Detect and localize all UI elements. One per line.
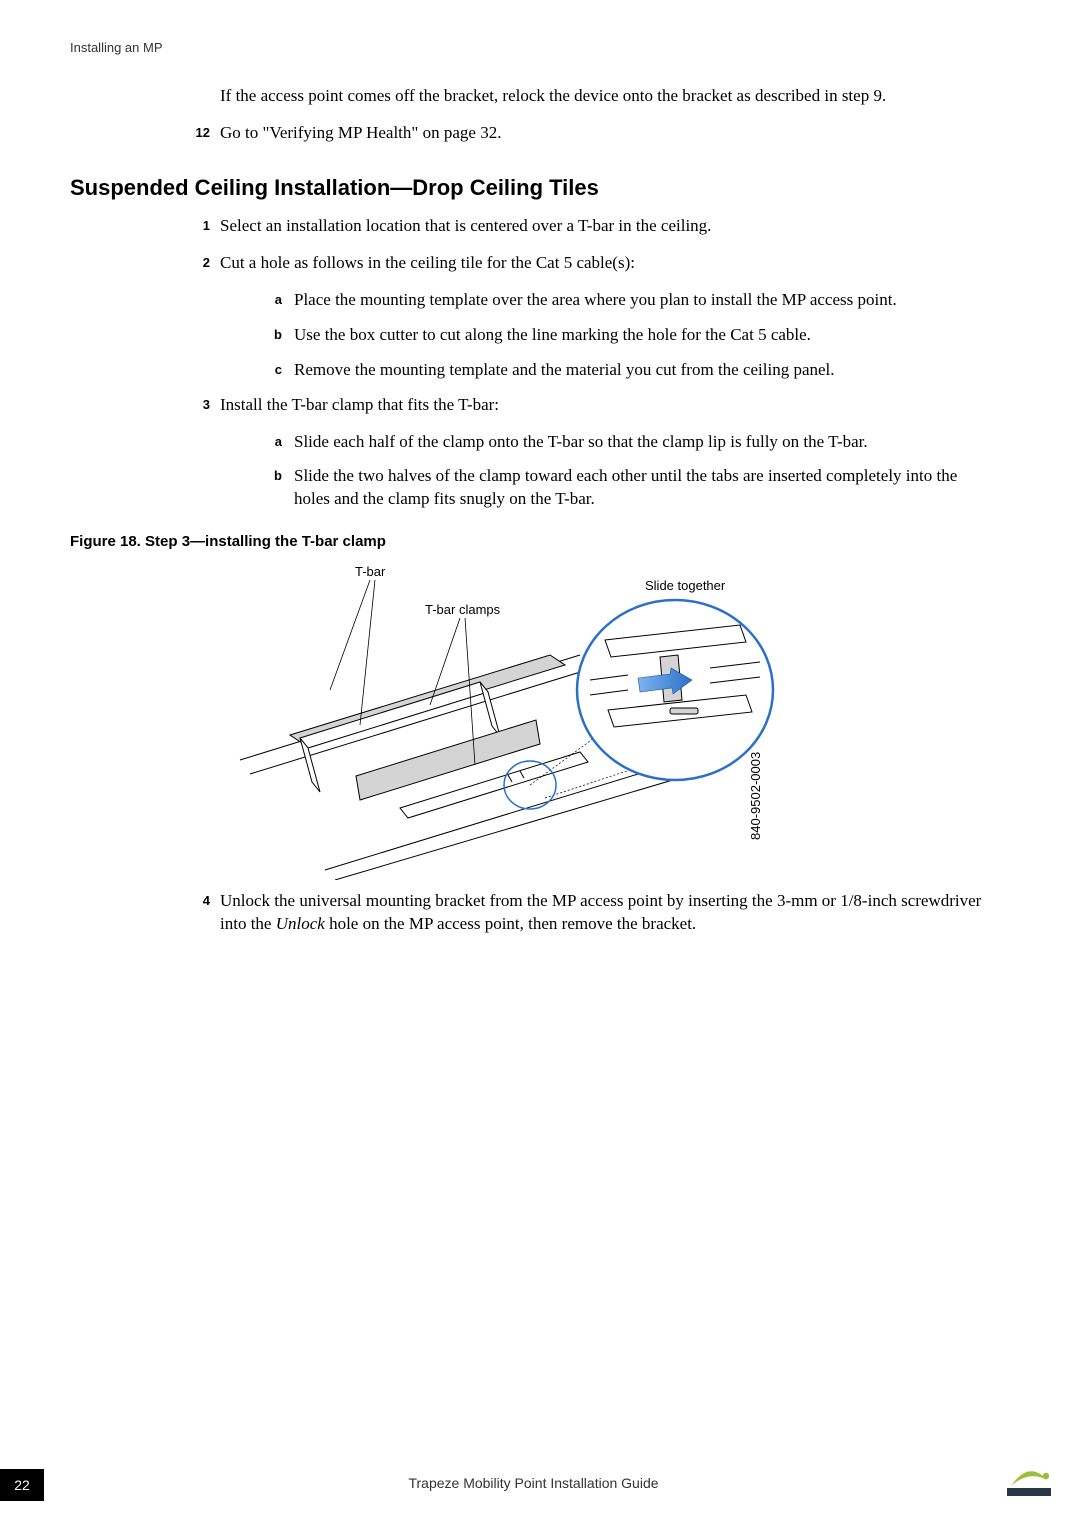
step-3b: b Slide the two halves of the clamp towa… [258, 465, 997, 511]
step-letter: b [258, 465, 294, 511]
section-heading: Suspended Ceiling Installation—Drop Ceil… [70, 175, 997, 201]
step-letter: c [258, 359, 294, 382]
figure-18: T-bar T-bar clamps Slide together 840-95… [230, 560, 870, 880]
step-1: 1 Select an installation location that i… [180, 215, 997, 238]
step-4: 4 Unlock the universal mounting bracket … [180, 890, 997, 936]
step-3: 3 Install the T-bar clamp that fits the … [180, 394, 997, 417]
label-part-number: 840-9502-0003 [748, 752, 763, 840]
step-2c: c Remove the mounting template and the m… [258, 359, 997, 382]
step-text: Unlock the universal mounting bracket fr… [220, 890, 997, 936]
step-text: Cut a hole as follows in the ceiling til… [220, 252, 997, 275]
figure-svg [230, 560, 870, 880]
step-12: 12 Go to "Verifying MP Health" on page 3… [180, 122, 997, 145]
page-footer: 22 Trapeze Mobility Point Installation G… [0, 1459, 1067, 1499]
step-text: Slide each half of the clamp onto the T-… [294, 431, 997, 454]
running-head: Installing an MP [70, 40, 997, 55]
intro-paragraph: If the access point comes off the bracke… [220, 85, 997, 108]
step-letter: a [258, 431, 294, 454]
step-text: Remove the mounting template and the mat… [294, 359, 997, 382]
step-2a: a Place the mounting template over the a… [258, 289, 997, 312]
step-text: Slide the two halves of the clamp toward… [294, 465, 997, 511]
step-text: Select an installation location that is … [220, 215, 997, 238]
brand-logo-icon [1007, 1466, 1051, 1501]
label-tbar: T-bar [355, 564, 385, 579]
figure-caption: Figure 18. Step 3—installing the T-bar c… [70, 533, 997, 550]
step-2b: b Use the box cutter to cut along the li… [258, 324, 997, 347]
step-3a: a Slide each half of the clamp onto the … [258, 431, 997, 454]
step-number: 12 [180, 122, 220, 145]
figure-number: Figure 18. [70, 533, 141, 550]
step4-text-b: hole on the MP access point, then remove… [325, 914, 696, 933]
step-letter: a [258, 289, 294, 312]
label-tbar-clamps: T-bar clamps [425, 602, 500, 617]
step-text: Go to "Verifying MP Health" on page 32. [220, 122, 997, 145]
step-number: 1 [180, 215, 220, 238]
step-number: 2 [180, 252, 220, 275]
step-text: Use the box cutter to cut along the line… [294, 324, 997, 347]
step-number: 3 [180, 394, 220, 417]
step12-text-b: . [497, 123, 501, 142]
step-text: Place the mounting template over the are… [294, 289, 997, 312]
step-2: 2 Cut a hole as follows in the ceiling t… [180, 252, 997, 275]
step-number: 4 [180, 890, 220, 936]
step-text: Install the T-bar clamp that fits the T-… [220, 394, 997, 417]
step12-text-a: Go to "Verifying MP Health" on page [220, 123, 476, 142]
step4-italic: Unlock [276, 914, 325, 933]
step12-page-ref: 32 [480, 123, 497, 142]
footer-title: Trapeze Mobility Point Installation Guid… [0, 1475, 1067, 1491]
figure-title: Step 3—installing the T-bar clamp [145, 533, 386, 550]
step-letter: b [258, 324, 294, 347]
label-slide-together: Slide together [645, 578, 725, 593]
